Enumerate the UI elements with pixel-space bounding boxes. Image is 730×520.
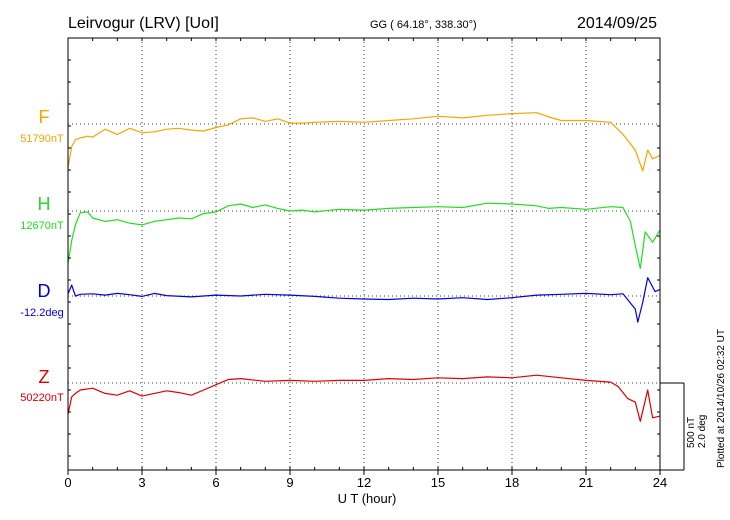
series-layer bbox=[67, 112, 661, 422]
baseline-label-d: -12.2deg bbox=[20, 307, 63, 319]
scale-bar-deg-label: 2.0 deg bbox=[697, 415, 708, 448]
date-label: 2014/09/25 bbox=[577, 15, 657, 32]
series-line-d bbox=[67, 277, 661, 323]
plot-timestamp-note: Plotted at 2014/10/26 02:32 UT bbox=[716, 329, 727, 468]
x-tick-label: 3 bbox=[138, 475, 145, 490]
series-line-h bbox=[67, 202, 661, 269]
x-tick-label: 12 bbox=[357, 475, 371, 490]
series-line-f bbox=[67, 112, 661, 172]
legend-letter-f: F bbox=[39, 107, 50, 127]
baseline-label-z: 50220nT bbox=[20, 392, 64, 404]
legend-letter-d: D bbox=[38, 281, 51, 301]
baseline-label-h: 12670nT bbox=[20, 220, 64, 232]
scale-bar-nt-label: 500 nT bbox=[686, 417, 697, 448]
x-tick-label: 18 bbox=[505, 475, 519, 490]
x-tick-label: 6 bbox=[212, 475, 219, 490]
x-axis-title: U T (hour) bbox=[338, 491, 397, 506]
x-tick-label: 15 bbox=[431, 475, 445, 490]
x-tick-label: 0 bbox=[64, 475, 71, 490]
x-tick-label: 21 bbox=[579, 475, 593, 490]
x-tick-label: 24 bbox=[653, 475, 667, 490]
station-title: Leirvogur (LRV) [UoI] bbox=[68, 15, 219, 32]
grid-layer bbox=[68, 38, 660, 470]
series-line-z bbox=[67, 374, 661, 422]
scale-bar: 500 nT 2.0 deg bbox=[660, 382, 708, 471]
baseline-label-f: 51790nT bbox=[20, 133, 64, 145]
x-tick-label: 9 bbox=[286, 475, 293, 490]
legend-letter-h: H bbox=[38, 194, 51, 214]
x-axis: 0 3 6 9 12 15 18 21 24 bbox=[64, 38, 667, 490]
legend-letter-z: Z bbox=[39, 367, 50, 387]
coordinates-label: GG ( 64.18°, 338.30°) bbox=[370, 19, 477, 31]
